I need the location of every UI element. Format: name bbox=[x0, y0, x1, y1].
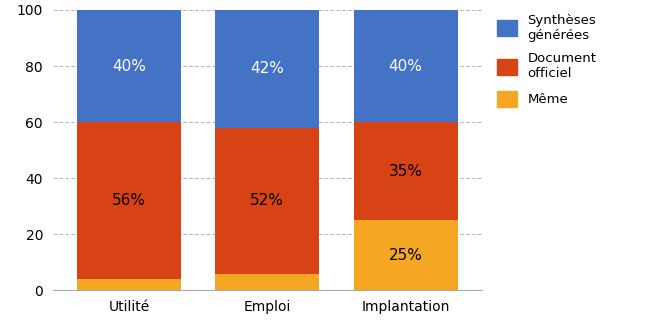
Bar bbox=[354, 10, 457, 122]
Text: 42%: 42% bbox=[250, 61, 284, 76]
Text: 40%: 40% bbox=[389, 58, 422, 74]
Bar bbox=[77, 279, 181, 290]
Bar bbox=[77, 10, 181, 122]
Bar bbox=[77, 122, 181, 279]
Bar bbox=[354, 220, 457, 290]
Bar bbox=[215, 10, 319, 128]
Bar bbox=[215, 274, 319, 290]
Bar bbox=[215, 128, 319, 274]
Text: 40%: 40% bbox=[112, 58, 146, 74]
Text: 25%: 25% bbox=[389, 248, 422, 263]
Text: 52%: 52% bbox=[250, 193, 284, 208]
Text: 56%: 56% bbox=[112, 193, 146, 208]
Bar bbox=[354, 122, 457, 220]
Legend: Synthèses
générées, Document
officiel, Même: Synthèses générées, Document officiel, M… bbox=[497, 14, 597, 107]
Text: 35%: 35% bbox=[389, 164, 422, 179]
